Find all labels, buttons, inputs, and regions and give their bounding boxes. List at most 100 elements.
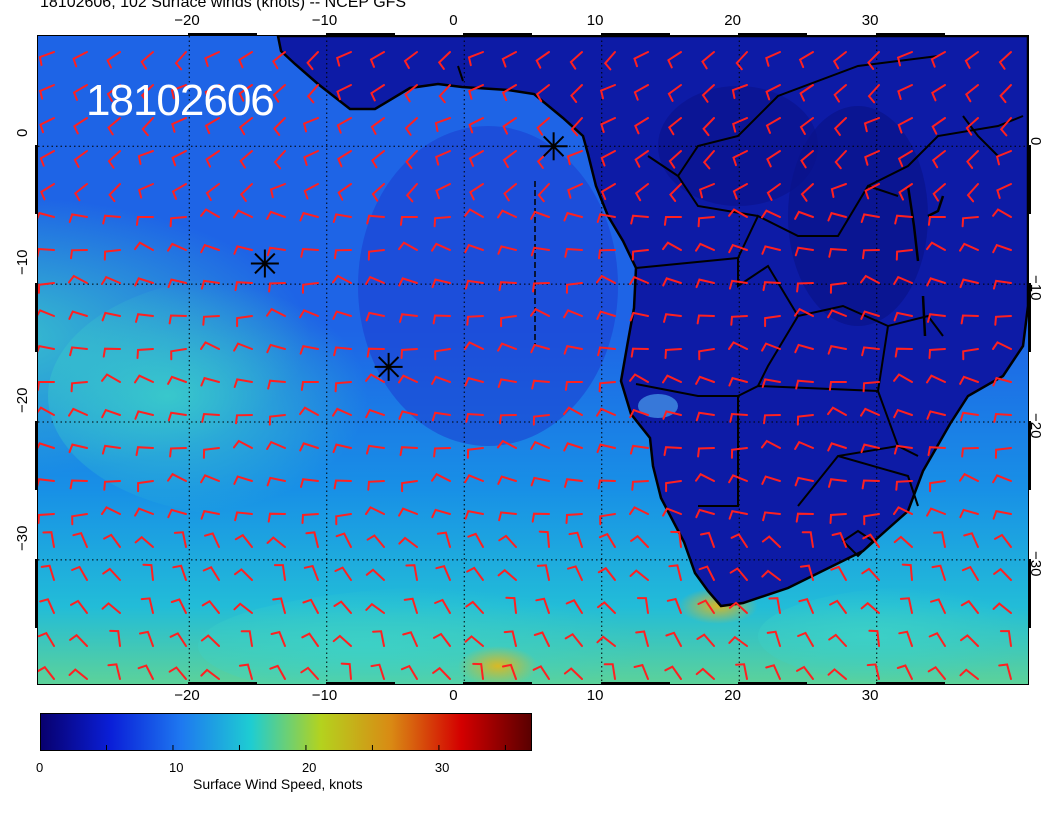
frame-bar-left (35, 421, 38, 490)
wind-barb (663, 216, 682, 226)
wind-barb (795, 512, 814, 523)
wind-barb (794, 343, 814, 354)
wind-barb (966, 183, 979, 203)
wind-barb (38, 309, 55, 317)
wind-barb (200, 208, 220, 218)
wind-barb (566, 150, 583, 166)
wind-barb (927, 446, 946, 457)
wind-barb (728, 208, 748, 218)
wind-barb (569, 51, 583, 70)
wind-barb (502, 150, 517, 168)
colorbar-tick-label: 20 (301, 760, 317, 775)
wind-barb (101, 373, 121, 383)
wind-barb (696, 633, 715, 647)
wind-barb (538, 530, 550, 548)
wind-barb (960, 634, 979, 647)
wind-barb (799, 84, 814, 102)
wind-barb (765, 117, 781, 134)
wind-barb (629, 373, 649, 383)
wind-barb (201, 599, 220, 614)
wind-barb (102, 214, 121, 225)
wind-barb (765, 84, 781, 101)
wind-barb (72, 84, 88, 101)
wind-barb (532, 414, 550, 426)
wind-barb (38, 513, 55, 524)
wind-barb (398, 507, 418, 517)
wind-barb (965, 117, 979, 136)
wind-barb (831, 531, 847, 548)
wind-barb (530, 210, 550, 220)
wind-barb (927, 665, 946, 680)
wind-barb (266, 536, 286, 548)
wind-barb (398, 374, 418, 384)
wind-barb (302, 117, 319, 133)
wind-barb (537, 183, 550, 203)
wind-map: 18102606 (37, 35, 1029, 685)
wind-barb (670, 530, 682, 548)
wind-barb (959, 472, 979, 482)
wind-barb (634, 183, 649, 202)
wind-barb (728, 243, 748, 254)
wind-barb (170, 598, 187, 614)
frame-bar-bottom (875, 682, 945, 685)
wind-barb (71, 513, 88, 526)
lat-tick-label-left: −20 (14, 387, 31, 414)
wind-barb (662, 374, 682, 384)
wind-barb (140, 51, 154, 70)
wind-barb (563, 406, 583, 416)
wind-barb (563, 442, 583, 452)
wind-barb (862, 381, 880, 393)
wind-barb (762, 511, 781, 522)
wind-barb (600, 117, 616, 133)
wind-barb (830, 183, 847, 198)
frame-bar-bottom (600, 682, 670, 685)
wind-barb (768, 597, 781, 614)
wind-barb (200, 634, 220, 647)
wind-barb (893, 275, 913, 285)
wind-barb (762, 281, 781, 292)
wind-barb (431, 242, 451, 252)
wind-barb (899, 597, 913, 614)
wind-barb (467, 51, 484, 67)
wind-barb (134, 374, 154, 384)
wind-barb (829, 513, 847, 524)
storm-markers (250, 132, 568, 381)
wind-barb (365, 275, 385, 285)
wind-barb (464, 474, 484, 484)
wind-barb (860, 274, 880, 284)
wind-barb (108, 183, 121, 203)
storm-marker (250, 249, 279, 278)
wind-barb (107, 150, 121, 169)
wind-barb (101, 444, 121, 455)
wind-barb (233, 209, 253, 219)
wind-barb (267, 512, 286, 523)
wind-barb (629, 569, 649, 581)
wind-barb (497, 439, 517, 449)
wind-barb (603, 51, 616, 71)
wind-barb (827, 442, 847, 452)
wind-barb (267, 379, 286, 390)
wind-barb (332, 634, 352, 647)
wind-barb (927, 313, 946, 323)
wind-barb (266, 246, 286, 257)
wind-barb (404, 84, 418, 103)
wind-barb (204, 84, 220, 101)
wind-barb (535, 84, 550, 103)
wind-barb (167, 508, 187, 519)
wind-barb (629, 311, 649, 322)
wind-barb (563, 309, 583, 319)
frame-bar-right (1028, 421, 1031, 490)
wind-barb (266, 307, 286, 317)
lon-tick-label-bottom: 0 (449, 687, 458, 704)
wind-barb (992, 341, 1012, 350)
wind-barb (134, 241, 154, 251)
wind-barb (502, 117, 517, 135)
wind-barb (68, 668, 88, 680)
wind-barb (530, 343, 550, 354)
wind-barb (234, 568, 253, 581)
wind-barb (828, 381, 847, 391)
wind-barb (596, 310, 616, 320)
wind-barb (963, 532, 979, 548)
wind-barb (565, 513, 583, 524)
wind-barb (666, 597, 682, 614)
